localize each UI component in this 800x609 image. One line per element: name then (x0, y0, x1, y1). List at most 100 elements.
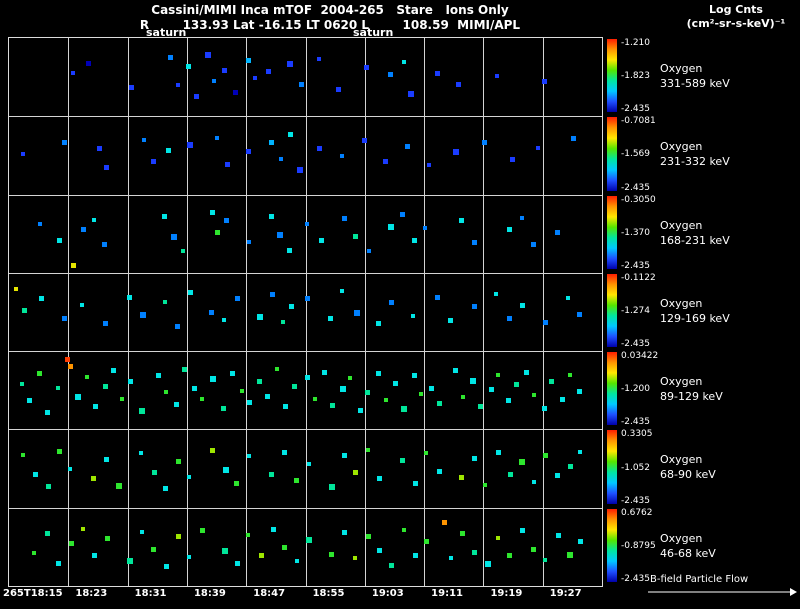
data-point (56, 560, 62, 566)
species-label: Oxygen (660, 531, 703, 545)
data-point (494, 74, 499, 78)
data-point (532, 479, 537, 484)
data-point (164, 564, 170, 570)
data-point (22, 308, 28, 314)
data-point (127, 557, 133, 564)
data-point (294, 559, 299, 564)
data-point (175, 323, 181, 329)
data-point (434, 70, 440, 76)
data-point (212, 78, 217, 83)
colorbar (607, 117, 617, 191)
data-point (199, 528, 205, 534)
row-divider-line (9, 116, 602, 118)
data-point (45, 484, 51, 490)
bfield-arrow-icon (648, 588, 797, 596)
saturn-marker: saturn (353, 26, 394, 39)
energy-range-label: 331-589 keV (660, 77, 730, 90)
energy-channel-label: Oxygen 129-169 keV (660, 296, 730, 326)
data-point (269, 139, 275, 145)
data-point (270, 526, 276, 532)
data-point (387, 224, 394, 231)
colorbar-tick-max: 0.3305 (621, 429, 653, 440)
data-point (57, 449, 63, 454)
data-point (164, 390, 169, 395)
data-point (507, 315, 513, 321)
data-point (353, 310, 360, 317)
time-tick-label: 19:11 (431, 588, 464, 599)
energy-channel-label: Oxygen 168-231 keV (660, 218, 730, 248)
data-point (505, 398, 511, 404)
data-point (365, 448, 370, 453)
data-point (524, 369, 530, 375)
data-point (81, 227, 87, 233)
data-point (411, 373, 417, 379)
data-point (377, 548, 383, 554)
data-point (287, 247, 293, 253)
colorbar (607, 352, 617, 426)
data-point (186, 554, 191, 559)
colorbar (607, 430, 617, 504)
time-tick-label: 265T18:15 (3, 588, 63, 599)
data-point (376, 371, 382, 377)
data-point (383, 398, 388, 403)
column-grid-line (127, 38, 129, 586)
column-grid-line (483, 38, 485, 586)
data-point (96, 146, 102, 152)
colorbar-tick-mid: -1.052 (621, 462, 651, 473)
data-point (80, 302, 85, 307)
data-point (210, 448, 216, 454)
data-point (37, 370, 43, 376)
data-point (257, 313, 264, 320)
energy-range-label: 168-231 keV (660, 233, 730, 247)
data-point (229, 370, 235, 376)
data-point (387, 72, 393, 78)
data-point (175, 534, 181, 540)
data-point (45, 531, 51, 537)
data-point (21, 452, 26, 457)
row-divider-line (9, 194, 602, 196)
data-point (269, 472, 275, 478)
data-point (268, 214, 274, 220)
colorbar-tick-min: -2.435 (621, 339, 651, 350)
data-point (223, 467, 230, 473)
data-point (101, 241, 107, 247)
data-point (151, 470, 157, 476)
data-point (341, 216, 347, 222)
data-point (104, 456, 110, 462)
energy-range-label: 46-68 keV (660, 546, 716, 560)
data-point (400, 405, 407, 412)
data-point (222, 67, 228, 73)
data-point (578, 449, 583, 454)
column-grid-line (424, 38, 426, 586)
data-point (234, 481, 240, 487)
data-point (518, 459, 525, 466)
time-tick-label: 18:23 (75, 588, 108, 599)
data-point (405, 143, 411, 149)
data-point (225, 161, 231, 167)
data-point (329, 402, 335, 408)
data-point (496, 373, 501, 378)
data-point (102, 321, 108, 327)
data-point (348, 376, 353, 381)
data-point (412, 553, 418, 559)
time-tick-label: 18:31 (134, 588, 167, 599)
data-point (453, 149, 460, 156)
data-point (455, 81, 461, 87)
data-point (166, 147, 172, 153)
data-point (437, 468, 443, 474)
energy-channel-label: Oxygen 68-90 keV (660, 452, 716, 482)
data-point (507, 553, 513, 559)
data-point (245, 58, 251, 64)
data-point (393, 380, 399, 386)
data-point (128, 378, 134, 384)
column-grid-line (246, 38, 248, 586)
data-point (20, 151, 25, 156)
saturn-marker: saturn (146, 26, 187, 39)
data-point (151, 546, 157, 552)
data-point (194, 94, 200, 100)
data-point (91, 476, 97, 482)
data-point (449, 556, 453, 561)
time-tick-label: 18:47 (253, 588, 286, 599)
data-point (191, 385, 197, 391)
